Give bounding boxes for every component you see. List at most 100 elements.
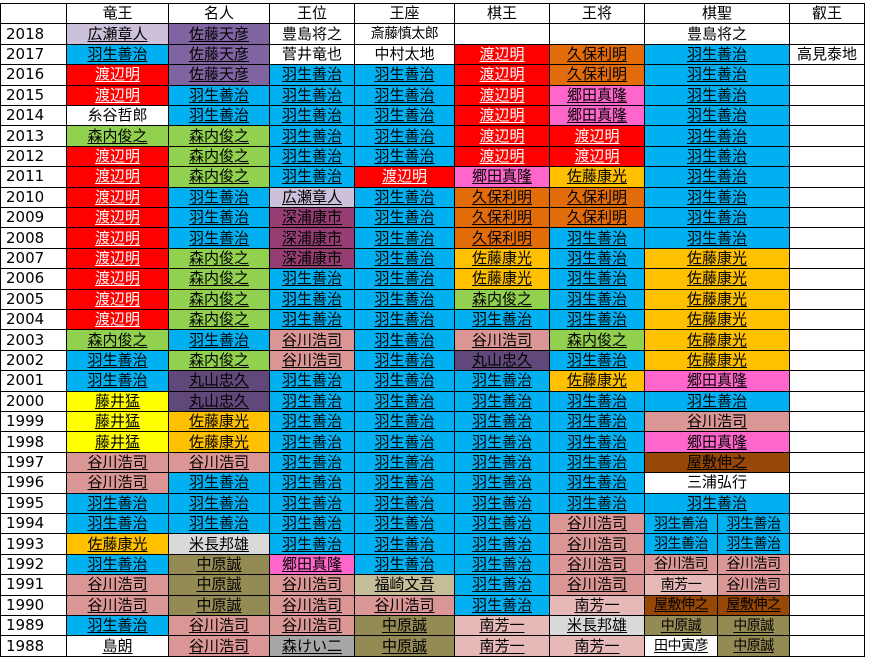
year-cell: 2001 xyxy=(0,371,67,392)
title-holder-cell: 羽生善治 xyxy=(67,616,169,637)
title-holder-cell: 谷川浩司 xyxy=(270,595,355,616)
title-holder-cell: 渡辺明 xyxy=(67,146,169,168)
title-holder-cell: 羽生善治 xyxy=(455,432,550,453)
year-cell: 2007 xyxy=(0,248,67,270)
title-holder-cell: 羽生善治 xyxy=(270,310,355,331)
title-holder-cell: 羽生善治 xyxy=(455,554,550,576)
title-holder-cell: 谷川浩司 xyxy=(550,575,645,596)
title-holder-cell: 羽生善治 xyxy=(455,514,550,535)
title-holder-cell: 佐藤天彦 xyxy=(169,44,270,66)
year-cell: 2002 xyxy=(0,350,67,372)
title-holder-cell: 森内俊之 xyxy=(169,269,270,290)
title-holder-cell: 羽生善治 xyxy=(550,228,645,249)
title-holder-cell: 佐藤康光 xyxy=(169,412,270,433)
title-holder-cell: 佐藤康光 xyxy=(455,248,550,270)
title-holder-cell: 谷川浩司 xyxy=(67,595,169,616)
year-cell: 1988 xyxy=(0,636,67,657)
empty-cell xyxy=(790,493,865,514)
year-cell: 2000 xyxy=(0,391,67,412)
empty-cell xyxy=(790,310,865,331)
title-holder-cell: 久保利明 xyxy=(455,228,550,249)
title-holder-cell: 深浦康市 xyxy=(270,208,355,229)
year-cell: 1995 xyxy=(0,493,67,514)
title-holder-cell: 豊島将之 xyxy=(270,24,355,45)
title-holder-cell: 谷川浩司 xyxy=(355,595,455,616)
title-holder-cell: 羽生善治 xyxy=(67,514,169,535)
empty-cell xyxy=(790,289,865,310)
empty-cell xyxy=(790,269,865,290)
title-holder-cell: 森内俊之 xyxy=(169,350,270,372)
title-holder-cell: 佐藤康光 xyxy=(645,289,790,310)
title-holder-cell: 羽生善治 xyxy=(355,412,455,433)
title-holder-cell: 森内俊之 xyxy=(169,248,270,270)
title-holder-cell: 谷川浩司 xyxy=(645,554,718,576)
column-header: 棋王 xyxy=(455,4,550,25)
title-holder-cell: 羽生善治 xyxy=(645,493,790,514)
title-holder-cell: 羽生善治 xyxy=(645,534,718,555)
title-holder-cell: 谷川浩司 xyxy=(718,554,790,576)
empty-cell xyxy=(790,228,865,249)
title-holder-cell: 羽生善治 xyxy=(270,534,355,555)
title-holder-cell: 羽生善治 xyxy=(355,350,455,372)
empty-cell xyxy=(790,187,865,208)
title-holder-cell: 羽生善治 xyxy=(455,310,550,331)
title-holder-cell: 谷川浩司 xyxy=(169,452,270,474)
title-holder-cell: 森内俊之 xyxy=(455,289,550,310)
title-holder-cell: 羽生善治 xyxy=(270,473,355,494)
title-holder-cell: 郷田真隆 xyxy=(550,106,645,127)
title-holder-cell: 羽生善治 xyxy=(270,412,355,433)
title-holder-cell: 羽生善治 xyxy=(355,514,455,535)
column-header: 叡王 xyxy=(790,4,865,25)
title-holder-cell: 羽生善治 xyxy=(270,146,355,168)
title-holder-cell: 渡辺明 xyxy=(67,289,169,310)
title-holder-cell: 羽生善治 xyxy=(550,452,645,474)
title-holder-cell: 羽生善治 xyxy=(355,310,455,331)
year-cell: 1997 xyxy=(0,452,67,474)
title-holder-cell: 南芳一 xyxy=(645,575,718,596)
title-holder-cell: 佐藤康光 xyxy=(645,248,790,270)
title-holder-cell: 渡辺明 xyxy=(455,146,550,168)
empty-cell xyxy=(790,432,865,453)
empty-cell xyxy=(550,24,645,45)
title-holder-cell: 中原誠 xyxy=(718,616,790,637)
title-holder-cell: 藤井猛 xyxy=(67,412,169,433)
column-header: 王位 xyxy=(270,4,355,25)
title-holder-cell: 渡辺明 xyxy=(67,248,169,270)
title-holder-cell: 羽生善治 xyxy=(270,106,355,127)
title-holder-cell: 羽生善治 xyxy=(270,432,355,453)
title-holder-cell: 羽生善治 xyxy=(550,350,645,372)
empty-cell xyxy=(790,350,865,372)
title-holder-cell: 渡辺明 xyxy=(455,106,550,127)
title-holder-cell: 森内俊之 xyxy=(169,167,270,188)
title-holder-cell: 郷田真隆 xyxy=(645,371,790,392)
title-holder-cell: 南芳一 xyxy=(550,595,645,616)
year-cell: 1994 xyxy=(0,514,67,535)
title-holder-cell: 渡辺明 xyxy=(67,85,169,106)
title-holder-cell: 谷川浩司 xyxy=(270,330,355,351)
title-holder-cell: 羽生善治 xyxy=(270,493,355,514)
title-holder-cell: 渡辺明 xyxy=(355,167,455,188)
title-holder-cell: 羽生善治 xyxy=(169,106,270,127)
title-holder-cell: 屋敷伸之 xyxy=(718,595,790,616)
title-holder-cell: 佐藤天彦 xyxy=(169,65,270,86)
title-holder-cell: 渡辺明 xyxy=(455,85,550,106)
title-holder-cell: 谷川浩司 xyxy=(67,473,169,494)
title-holder-cell: 深浦康市 xyxy=(270,228,355,249)
year-cell: 2008 xyxy=(0,228,67,249)
title-holder-cell: 羽生善治 xyxy=(455,534,550,555)
empty-cell xyxy=(790,146,865,168)
title-holder-cell: 羽生善治 xyxy=(455,412,550,433)
title-holder-cell: 渡辺明 xyxy=(550,126,645,147)
title-holder-cell: 中原誠 xyxy=(169,575,270,596)
title-holder-cell: 森内俊之 xyxy=(67,126,169,147)
title-holder-cell: 渡辺明 xyxy=(67,208,169,229)
title-holder-cell: 羽生善治 xyxy=(169,85,270,106)
title-holder-cell: 羽生善治 xyxy=(270,452,355,474)
title-holder-cell: 郷田真隆 xyxy=(550,85,645,106)
title-holder-cell: 広瀬章人 xyxy=(67,24,169,45)
title-holder-cell: 渡辺明 xyxy=(550,146,645,168)
title-holder-cell: 羽生善治 xyxy=(355,228,455,249)
title-holder-cell: 羽生善治 xyxy=(550,473,645,494)
empty-cell xyxy=(790,330,865,351)
title-holder-cell: 中村太地 xyxy=(355,44,455,66)
